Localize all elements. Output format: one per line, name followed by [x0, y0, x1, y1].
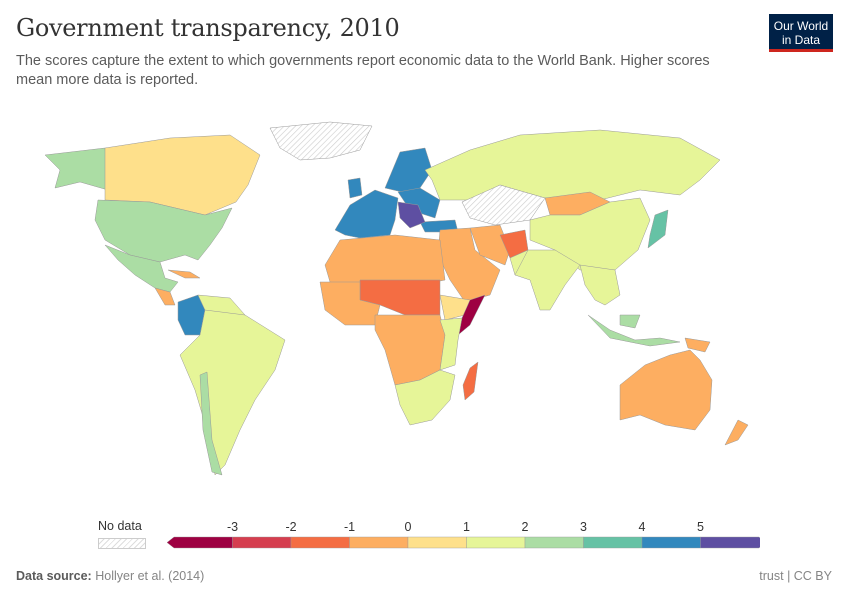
- region-australia[interactable]: [619, 349, 713, 431]
- legend-bin-8[interactable]: [641, 536, 701, 549]
- legend-bin-9[interactable]: [700, 536, 761, 549]
- data-source: Data source: Hollyer et al. (2014): [16, 569, 204, 583]
- region-central-america[interactable]: [154, 287, 176, 306]
- region-indonesia[interactable]: [587, 314, 681, 347]
- world-map: [44, 121, 749, 476]
- region-western-europe[interactable]: [334, 177, 399, 239]
- legend-tick-label: -2: [285, 520, 296, 534]
- region-caribbean[interactable]: [167, 269, 201, 279]
- legend-bin-4[interactable]: [407, 536, 467, 549]
- region-china[interactable]: [529, 197, 651, 271]
- region-east-africa[interactable]: [439, 317, 463, 371]
- page-title: Government transparency, 2010: [16, 14, 400, 42]
- legend-tick-label: 3: [580, 520, 587, 534]
- legend-bin-1[interactable]: [232, 536, 292, 549]
- legend-no-data-swatch: [98, 538, 146, 549]
- legend-tick-label: 0: [405, 520, 412, 534]
- legend-tick-label: -1: [344, 520, 355, 534]
- region-japan[interactable]: [647, 209, 669, 249]
- legend-bin-0[interactable]: [166, 536, 233, 549]
- region-madagascar[interactable]: [462, 361, 479, 401]
- region-balkans[interactable]: [397, 201, 426, 229]
- region-alaska[interactable]: [44, 147, 109, 191]
- legend-tick-label: 4: [639, 520, 646, 534]
- source-link[interactable]: Hollyer et al. (2014): [95, 569, 205, 583]
- region-russia[interactable]: [424, 129, 721, 201]
- region-usa[interactable]: [94, 199, 233, 263]
- legend-tick-label: -3: [227, 520, 238, 534]
- legend-bin-6[interactable]: [524, 536, 584, 549]
- license[interactable]: trust | CC BY: [759, 569, 832, 583]
- region-southeast-asia[interactable]: [579, 264, 621, 306]
- legend-bin-5[interactable]: [466, 536, 526, 549]
- region-south-america[interactable]: [179, 309, 286, 476]
- legend-bin-2[interactable]: [290, 536, 350, 549]
- region-india[interactable]: [514, 249, 581, 311]
- legend-tick-label: 5: [697, 520, 704, 534]
- legend-bin-3[interactable]: [349, 536, 409, 549]
- owid-logo[interactable]: Our World in Data: [769, 14, 833, 52]
- legend-tick-label: 1: [463, 520, 470, 534]
- region-somalia[interactable]: [457, 294, 486, 336]
- region-southern-africa[interactable]: [394, 369, 456, 426]
- legend-bin-7[interactable]: [583, 536, 643, 549]
- legend-tick-label: 2: [522, 520, 529, 534]
- region-mexico[interactable]: [104, 244, 179, 293]
- color-legend: -3 -2 -1 0 1 2 3 4 5: [166, 520, 761, 549]
- region-greenland[interactable]: [269, 121, 373, 161]
- subtitle: The scores capture the extent to which g…: [16, 53, 710, 88]
- source-label: Data source:: [16, 569, 92, 583]
- region-chile[interactable]: [199, 371, 223, 476]
- legend-no-data-label: No data: [98, 519, 142, 533]
- region-new-zealand[interactable]: [724, 419, 749, 446]
- region-png[interactable]: [684, 337, 711, 353]
